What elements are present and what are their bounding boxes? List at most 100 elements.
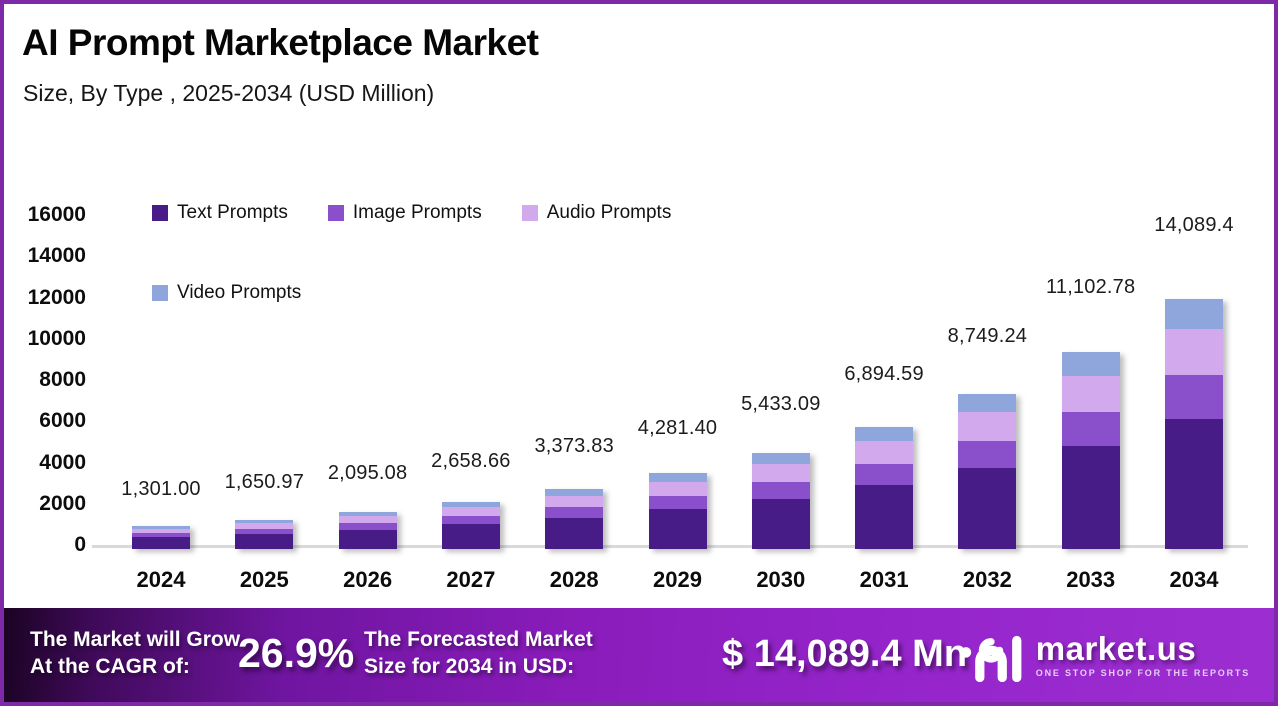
- bar-segment-text-prompts: [338, 529, 397, 549]
- brand-tagline: ONE STOP SHOP FOR THE REPORTS: [1035, 668, 1250, 678]
- legend-label: Video Prompts: [177, 282, 302, 303]
- bar-segment-audio-prompts: [1061, 375, 1120, 412]
- bar-segment-image-prompts: [1061, 411, 1120, 447]
- bar-2027: [441, 501, 500, 549]
- bar-2033: [1061, 351, 1120, 549]
- y-axis-tick-label: 12000: [27, 285, 86, 309]
- bar-segment-image-prompts: [235, 528, 294, 534]
- bar-segment-audio-prompts: [648, 482, 707, 497]
- bar-segment-video-prompts: [441, 501, 500, 508]
- bar-segment-video-prompts: [132, 525, 190, 529]
- bar-segment-text-prompts: [132, 536, 190, 549]
- x-axis-label-2024: 2024: [136, 567, 186, 592]
- cagr-label-line1: The Market will Grow: [30, 628, 241, 651]
- x-axis-label-2025: 2025: [239, 567, 289, 592]
- page-subtitle: Size, By Type , 2025-2034 (USD Million): [23, 80, 435, 106]
- bar-value-label: 6,894.59: [844, 362, 924, 385]
- legend-item-video-prompts: Video Prompts: [152, 282, 301, 304]
- bar-segment-image-prompts: [648, 496, 707, 510]
- legend-item-text-prompts: Text Prompts: [152, 202, 288, 224]
- cagr-label: The Market will Grow At the CAGR of:: [30, 626, 240, 680]
- bar-segment-image-prompts: [958, 440, 1017, 469]
- legend-label: Text Prompts: [177, 202, 288, 223]
- bar-segment-video-prompts: [855, 426, 914, 442]
- bar-segment-video-prompts: [958, 393, 1017, 413]
- brand-name: market.us: [1035, 630, 1197, 667]
- y-axis-tick-label: 6000: [39, 409, 86, 433]
- bar-segment-image-prompts: [751, 481, 810, 499]
- bar-segment-image-prompts: [545, 507, 604, 518]
- bar-value-label: 11,102.78: [1046, 276, 1136, 298]
- legend-row-1: Text Prompts Image Prompts Audio Prompts: [152, 202, 671, 224]
- brand-text: market.us ONE STOP SHOP FOR THE REPORTS: [1036, 632, 1250, 678]
- legend-swatch-icon: [152, 205, 168, 221]
- legend-item-audio-prompts: Audio Prompts: [521, 202, 672, 224]
- bar-2034: [1165, 298, 1223, 549]
- stacked-bar-chart: 0 2000 4000 6000 8000 10000 12000 14000 16000 1,…: [4, 4, 1274, 702]
- bar-segment-text-prompts: [1165, 418, 1223, 549]
- bar-segment-image-prompts: [132, 532, 190, 537]
- x-axis-label-2032: 2032: [962, 567, 1012, 592]
- y-axis-tick-label: 16000: [27, 203, 86, 226]
- bar-segment-audio-prompts: [958, 412, 1017, 441]
- legend-label: Audio Prompts: [546, 202, 672, 223]
- bar-segment-image-prompts: [1165, 374, 1223, 419]
- bar-segment-audio-prompts: [441, 507, 500, 517]
- legend-label: Image Prompts: [352, 202, 482, 223]
- bar-segment-video-prompts: [1061, 351, 1120, 376]
- bar-segment-audio-prompts: [338, 516, 397, 524]
- bar-segment-text-prompts: [958, 468, 1017, 549]
- bar-value-label: 3,373.83: [534, 435, 614, 458]
- bar-value-label: 1,301.00: [121, 478, 201, 501]
- legend-swatch-icon: [327, 205, 344, 221]
- y-axis-tick-label: 14000: [27, 244, 86, 268]
- bar-segment-audio-prompts: [751, 464, 810, 482]
- y-axis-tick-label: 4000: [39, 450, 86, 474]
- bar-segment-text-prompts: [441, 524, 500, 549]
- cagr-label-line2: At the CAGR of:: [30, 655, 190, 678]
- bar-value-label: 5,433.09: [741, 392, 821, 415]
- bar-value-label: 14,089.4: [1154, 214, 1234, 237]
- bar-segment-image-prompts: [338, 523, 397, 530]
- x-axis-label-2031: 2031: [859, 567, 909, 592]
- y-axis-tick-label: 10000: [27, 326, 86, 350]
- market-us-icon: [960, 635, 1022, 683]
- bar-value-label: 2,658.66: [431, 450, 511, 473]
- bar-value-label: 4,281.40: [637, 416, 718, 439]
- bar-segment-video-prompts: [545, 489, 604, 497]
- x-axis-label-2030: 2030: [756, 567, 806, 592]
- legend-item-image-prompts: Image Prompts: [327, 202, 482, 224]
- bar-segment-video-prompts: [1165, 298, 1223, 329]
- cagr-value: 26.9%: [238, 630, 355, 676]
- bar-segment-audio-prompts: [235, 523, 294, 529]
- bar-segment-video-prompts: [338, 511, 397, 517]
- y-axis-tick-label: 8000: [39, 368, 86, 391]
- bar-value-label: 8,749.24: [947, 324, 1028, 347]
- bar-segment-text-prompts: [855, 485, 914, 549]
- forecast-value: $ 14,089.4 Mn: [722, 633, 968, 675]
- bar-segment-video-prompts: [235, 519, 294, 524]
- bar-2032: [958, 393, 1017, 549]
- y-axis-tick-label: 0: [74, 533, 86, 556]
- forecast-label: The Forecasted Market Size for 2034 in U…: [364, 626, 593, 680]
- x-axis-label-2028: 2028: [549, 567, 599, 592]
- bar-segment-text-prompts: [1061, 446, 1120, 549]
- bar-segment-audio-prompts: [545, 496, 604, 508]
- y-axis-tick-label: 2000: [39, 491, 86, 515]
- bar-segment-text-prompts: [545, 517, 604, 549]
- forecast-label-line1: The Forecasted Market: [364, 628, 593, 651]
- bar-segment-video-prompts: [648, 473, 707, 483]
- banner: The Market will Grow At the CAGR of: 26.…: [4, 608, 1274, 702]
- bar-2026: [338, 511, 397, 549]
- bar-segment-image-prompts: [441, 516, 500, 525]
- bar-segment-audio-prompts: [855, 441, 914, 464]
- bar-segment-audio-prompts: [1165, 328, 1223, 375]
- bar-segment-text-prompts: [648, 509, 707, 549]
- x-axis-label-2029: 2029: [653, 567, 702, 592]
- legend-swatch-icon: [521, 205, 538, 221]
- legend-swatch-icon: [152, 285, 168, 301]
- x-axis-label-2027: 2027: [446, 567, 496, 592]
- bar-2024: [132, 525, 190, 549]
- page-title: AI Prompt Marketplace Market: [22, 22, 539, 63]
